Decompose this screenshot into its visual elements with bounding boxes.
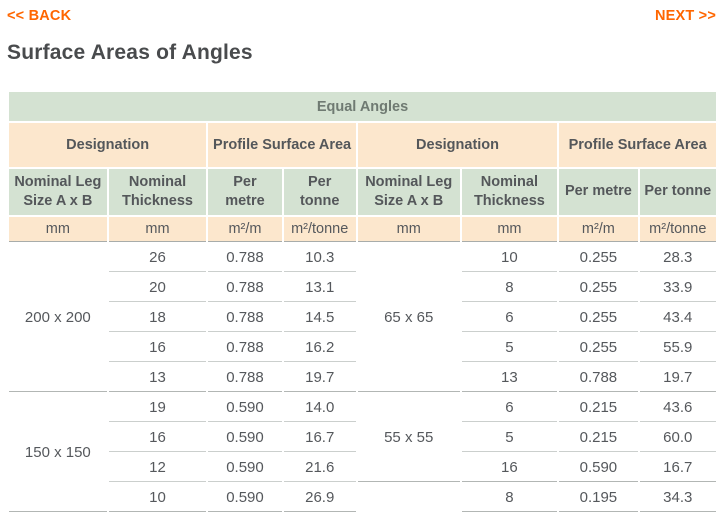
data-cell: 26.9 [283, 484, 356, 512]
unit-cell: mm [108, 217, 207, 242]
page-title: Surface Areas of Angles [7, 41, 253, 64]
column-header-thickness-right: Nominal Thickness [461, 169, 558, 215]
size-cell-55x55: 55 x 55 [357, 394, 460, 482]
table-row: 16 0.590 16.7 5 0.215 60.0 [9, 424, 716, 452]
column-header-per-tonne-left: Per tonne [283, 169, 356, 215]
data-cell: 0.788 [208, 334, 282, 362]
data-cell: 8 [461, 274, 558, 302]
unit-cell: m²/m [559, 217, 638, 242]
group-header-designation-right: Designation [357, 123, 558, 167]
data-cell: 43.4 [639, 304, 716, 332]
data-cell: 16.7 [639, 454, 716, 482]
data-cell: 13.1 [283, 274, 356, 302]
data-cell: 13 [108, 364, 207, 392]
column-header-leg-size-right: Nominal Leg Size A x B [357, 169, 460, 215]
data-cell: 16.7 [283, 424, 356, 452]
data-cell: 60.0 [639, 424, 716, 452]
data-cell: 0.590 [208, 394, 282, 422]
data-cell: 21.6 [283, 454, 356, 482]
data-cell: 33.9 [639, 274, 716, 302]
unit-cell: m²/tonne [283, 217, 356, 242]
unit-cell: mm [357, 217, 460, 242]
table-row: Nominal Leg Size A x B Nominal Thickness… [9, 169, 716, 215]
table-banner: Equal Angles [9, 92, 716, 121]
data-cell: 0.788 [208, 244, 282, 272]
data-cell: 0.590 [208, 484, 282, 512]
data-cell: 14.0 [283, 394, 356, 422]
table-row: Equal Angles [9, 92, 716, 121]
column-header-per-metre-left: Per metre [208, 169, 282, 215]
data-cell: 0.215 [559, 424, 638, 452]
table-row: Designation Profile Surface Area Designa… [9, 123, 716, 167]
data-cell: 0.255 [559, 334, 638, 362]
data-cell: 19.7 [639, 364, 716, 392]
data-cell: 6 [461, 304, 558, 332]
unit-cell: mm [461, 217, 558, 242]
unit-cell: mm [9, 217, 107, 242]
data-cell: 28.3 [639, 244, 716, 272]
data-cell: 0.255 [559, 274, 638, 302]
size-cell-200x200: 200 x 200 [9, 244, 107, 392]
data-cell: 5 [461, 424, 558, 452]
table-row: 20 0.788 13.1 8 0.255 33.9 [9, 274, 716, 302]
table-row: 200 x 200 26 0.788 10.3 65 x 65 10 0.255… [9, 244, 716, 392]
table-row: 18 0.788 14.5 6 0.255 43.4 [9, 304, 716, 332]
table-row: 12 0.590 21.6 16 0.590 16.7 [9, 454, 716, 482]
data-cell: 0.195 [559, 484, 638, 512]
size-cell-empty [358, 484, 460, 512]
data-cell: 16 [108, 424, 207, 452]
data-cell: 43.6 [639, 394, 716, 422]
column-header-per-tonne-right: Per tonne [639, 169, 716, 215]
column-header-per-metre-right: Per metre [559, 169, 638, 215]
data-cell: 26 [108, 244, 207, 272]
table-row: 10 0.590 26.9 8 0.195 34.3 [9, 484, 716, 512]
size-cell-65x65: 65 x 65 [357, 244, 460, 392]
data-cell: 12 [108, 454, 207, 482]
table-row: mm mm m²/m m²/tonne mm mm m²/m m²/tonne [9, 217, 716, 242]
back-link[interactable]: << BACK [7, 8, 72, 24]
data-cell: 8 [461, 484, 558, 512]
data-cell: 20 [108, 274, 207, 302]
data-cell: 14.5 [283, 304, 356, 332]
data-cell: 16 [108, 334, 207, 362]
data-cell: 0.590 [208, 424, 282, 452]
data-cell: 0.255 [559, 244, 638, 272]
data-cell: 10 [461, 244, 558, 272]
unit-cell: m²/m [208, 217, 282, 242]
data-cell: 6 [461, 394, 558, 422]
data-cell: 16 [461, 454, 558, 482]
table-row: 16 0.788 16.2 5 0.255 55.9 [9, 334, 716, 362]
data-cell: 0.788 [559, 364, 638, 392]
surface-areas-table: Equal Angles Designation Profile Surface… [7, 90, 718, 514]
data-cell: 19.7 [283, 364, 356, 392]
size-cell-150x150: 150 x 150 [9, 394, 107, 512]
data-cell: 55.9 [639, 334, 716, 362]
data-cell: 16.2 [283, 334, 356, 362]
pagination-nav: << BACK NEXT >> [0, 0, 725, 24]
data-cell: 13 [461, 364, 558, 392]
group-header-profile-right: Profile Surface Area [559, 123, 716, 167]
data-cell: 0.255 [559, 304, 638, 332]
data-cell: 10.3 [283, 244, 356, 272]
data-cell: 18 [108, 304, 207, 332]
data-cell: 34.3 [639, 484, 716, 512]
data-cell: 0.788 [208, 274, 282, 302]
data-cell: 0.788 [208, 304, 282, 332]
column-header-leg-size-left: Nominal Leg Size A x B [9, 169, 107, 215]
unit-cell: m²/tonne [639, 217, 716, 242]
data-cell: 0.215 [559, 394, 638, 422]
data-cell: 10 [108, 484, 207, 512]
group-header-designation-left: Designation [9, 123, 207, 167]
data-cell: 0.590 [208, 454, 282, 482]
table-row: 150 x 150 19 0.590 14.0 55 x 55 6 0.215 … [9, 394, 716, 512]
data-cell: 19 [108, 394, 207, 422]
table-row: 13 0.788 19.7 13 0.788 19.7 [9, 364, 716, 392]
data-cell: 0.590 [559, 454, 638, 482]
data-cell: 5 [461, 334, 558, 362]
next-link[interactable]: NEXT >> [654, 8, 716, 24]
group-header-profile-left: Profile Surface Area [208, 123, 356, 167]
data-cell: 0.788 [208, 364, 282, 392]
column-header-thickness-left: Nominal Thickness [108, 169, 207, 215]
